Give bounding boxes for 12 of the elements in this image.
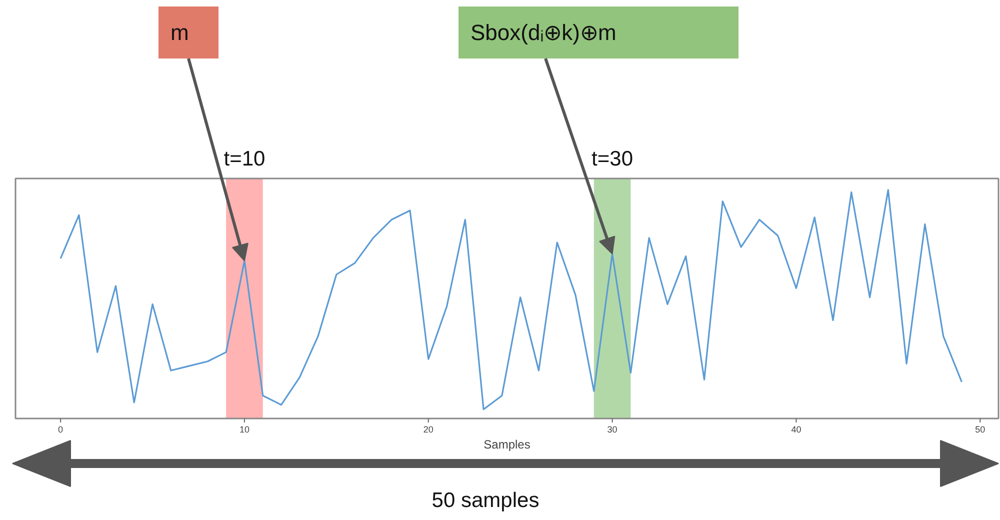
x-tick-label: 20: [423, 424, 434, 434]
annotation: Sbox(dᵢ⊕k)⊕m: [470, 20, 616, 45]
x-tick-label: 0: [58, 424, 64, 434]
x-tick-label: 30: [607, 424, 618, 434]
band-label: t=10: [224, 148, 266, 170]
text: 50 samples: [432, 489, 540, 512]
band-label: t=30: [592, 148, 634, 170]
x-tick-label: 50: [975, 424, 986, 434]
x-tick-label: 40: [791, 424, 802, 434]
annotation: m: [170, 20, 189, 45]
x-axis-title: Samples: [484, 438, 530, 452]
x-tick-label: 10: [239, 424, 250, 434]
